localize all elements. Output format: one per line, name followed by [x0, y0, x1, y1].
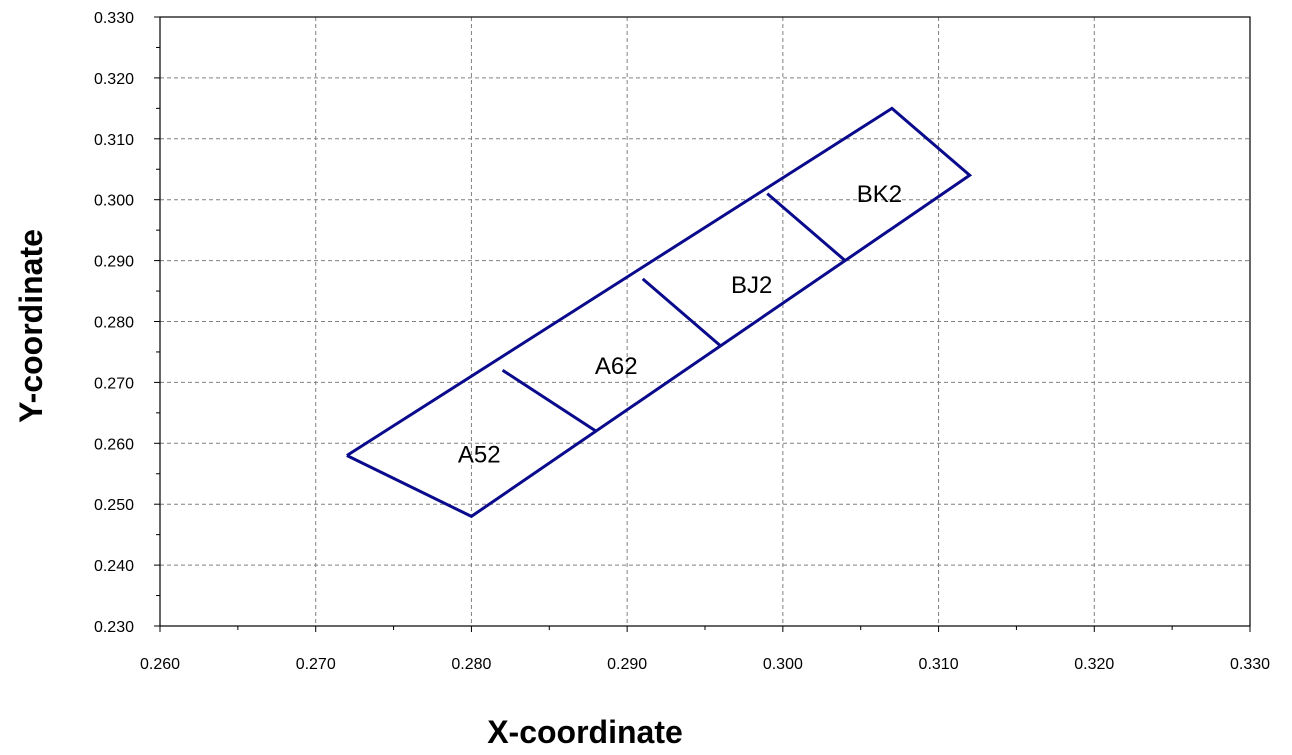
x-tick-labels: 0.260 0.270 0.280 0.290 0.300 0.310 0.320 0.330	[140, 656, 1270, 673]
bin-divider	[766, 192, 847, 262]
bin-label-bj2: BJ2	[731, 272, 772, 299]
x-tick-label: 0.280	[451, 656, 491, 673]
y-tick-label: 0.250	[94, 497, 134, 514]
y-tick-label: 0.310	[94, 132, 134, 149]
y-tick-label: 0.230	[94, 619, 134, 636]
bin-label-a62: A62	[595, 353, 638, 380]
bin-label-a52: A52	[458, 441, 501, 468]
y-tick-label: 0.320	[94, 71, 134, 88]
x-tick-label: 0.260	[140, 656, 180, 673]
y-tick-label: 0.330	[94, 10, 134, 27]
y-tick-label: 0.290	[94, 254, 134, 271]
bin-labels: A52 A62 BJ2 BK2	[458, 181, 902, 468]
bin-outline	[346, 106, 973, 519]
x-tick-label: 0.290	[607, 656, 647, 673]
x-tick-label: 0.320	[1074, 656, 1114, 673]
x-tick-label: 0.310	[919, 656, 959, 673]
grid-lines	[160, 17, 1250, 626]
bin-divider	[501, 368, 597, 433]
x-tick-label: 0.300	[763, 656, 803, 673]
y-axis-title: Y-coordinate	[13, 229, 49, 423]
y-tick-label: 0.300	[94, 193, 134, 210]
axis-ticks	[154, 16, 1251, 632]
bin-label-bk2: BK2	[857, 181, 902, 208]
y-tick-label: 0.280	[94, 315, 134, 332]
y-tick-labels: 0.330 0.320 0.310 0.300 0.290 0.280 0.270 0.260…	[94, 10, 134, 636]
bin-regions	[346, 106, 973, 519]
x-tick-label: 0.330	[1230, 656, 1270, 673]
x-tick-label: 0.270	[296, 656, 336, 673]
bin-divider	[641, 277, 722, 347]
x-axis-title: X-coordinate	[487, 714, 683, 750]
y-tick-label: 0.270	[94, 375, 134, 392]
y-tick-label: 0.240	[94, 558, 134, 575]
y-tick-label: 0.260	[94, 436, 134, 453]
